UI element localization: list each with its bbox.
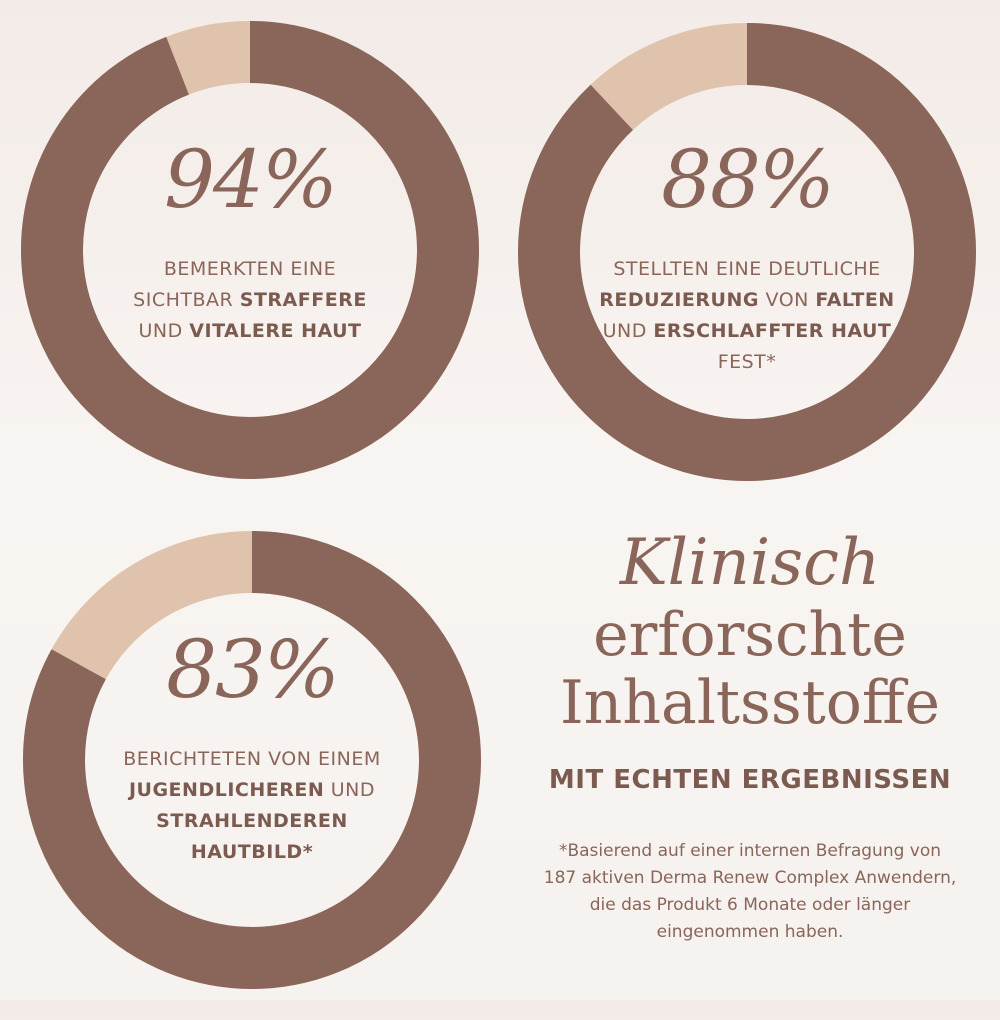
description-emphasis: STRAHLENDEREN: [156, 810, 348, 832]
donut-center-label: 88%: [661, 133, 835, 226]
donut-center-content: 88% STELLTEN EINE DEUTLICHE REDUZIERUNG VO…: [487, 140, 1000, 378]
description-line: FEST*: [599, 347, 894, 378]
description-line: BERICHTETEN VON EINEM: [123, 744, 380, 775]
donut-center-content: 94% BEMERKTEN EINE SICHTBAR STRAFFERE UND V…: [0, 140, 510, 347]
donut-value-segment: [518, 23, 976, 481]
headline-line-2: erforschte: [593, 600, 907, 670]
description-text: STELLTEN EINE DEUTLICHE: [613, 258, 881, 280]
donut-value-segment: [23, 531, 481, 989]
headline-line-1: Klinisch: [619, 526, 881, 600]
description-text: UND: [602, 320, 654, 342]
description-emphasis: HAUTBILD*: [190, 841, 314, 863]
description-line: STELLTEN EINE DEUTLICHE: [599, 254, 894, 285]
description-text: UND: [138, 320, 190, 342]
donut-chart-83: 83% BERICHTETEN VON EINEM JUGENDLICHEREN U…: [0, 500, 512, 1020]
donut-description: BERICHTETEN VON EINEM JUGENDLICHEREN UND S…: [123, 744, 380, 868]
donut-center-label: 94%: [164, 133, 338, 226]
donut-description: STELLTEN EINE DEUTLICHE REDUZIERUNG VON F…: [599, 254, 894, 378]
footnote-line-4: eingenommen haben.: [656, 922, 844, 942]
description-text: UND: [324, 779, 376, 801]
description-text: SICHTBAR: [133, 289, 240, 311]
donut-chart-94: 94% BEMERKTEN EINE SICHTBAR STRAFFERE UND V…: [0, 0, 510, 510]
description-line: SICHTBAR STRAFFERE: [133, 285, 367, 316]
donut-center-label: 83%: [166, 623, 340, 716]
description-emphasis: ERSCHLAFFTER HAUT: [653, 320, 892, 342]
footnote-line-3: die das Produkt 6 Monate oder länger: [589, 895, 911, 915]
headline-line-3: Inhaltsstoffe: [559, 668, 940, 738]
description-emphasis: STRAFFERE: [239, 289, 367, 311]
description-line: STRAHLENDEREN: [123, 806, 380, 837]
description-emphasis: JUGENDLICHEREN: [128, 779, 325, 801]
headline-subline: MIT ECHTEN ERGEBNISSEN: [548, 765, 952, 795]
donut-svg: [23, 531, 481, 989]
description-line: HAUTBILD*: [123, 837, 380, 868]
description-text: FEST*: [717, 351, 777, 373]
description-text: VON: [758, 289, 816, 311]
description-line: JUGENDLICHEREN UND: [123, 775, 380, 806]
donut-svg: [21, 21, 479, 479]
footnote: *Basierend auf einer internen Befragung …: [510, 838, 990, 946]
description-emphasis: FALTEN: [815, 289, 895, 311]
description-emphasis: REDUZIERUNG: [599, 289, 759, 311]
donut-svg: [518, 23, 976, 481]
headline: Klinisch erforschte Inhaltsstoffe MIT EC…: [520, 525, 980, 795]
donut-description: BEMERKTEN EINE SICHTBAR STRAFFERE UND VITA…: [133, 254, 367, 347]
donut-chart-88: 88% STELLTEN EINE DEUTLICHE REDUZIERUNG VO…: [487, 0, 1000, 512]
donut-center-content: 83% BERICHTETEN VON EINEM JUGENDLICHEREN U…: [0, 630, 512, 868]
description-line: UND ERSCHLAFFTER HAUT: [599, 316, 894, 347]
description-emphasis: VITALERE HAUT: [189, 320, 362, 342]
footnote-line-2: 187 aktiven Derma Renew Complex Anwender…: [543, 868, 957, 888]
footnote-line-1: *Basierend auf einer internen Befragung …: [558, 841, 942, 861]
description-line: REDUZIERUNG VON FALTEN: [599, 285, 894, 316]
description-line: UND VITALERE HAUT: [133, 316, 367, 347]
description-text: BERICHTETEN VON EINEM: [123, 748, 381, 770]
description-text: BEMERKTEN EINE: [163, 258, 337, 280]
description-line: BEMERKTEN EINE: [133, 254, 367, 285]
donut-value-segment: [21, 21, 479, 479]
